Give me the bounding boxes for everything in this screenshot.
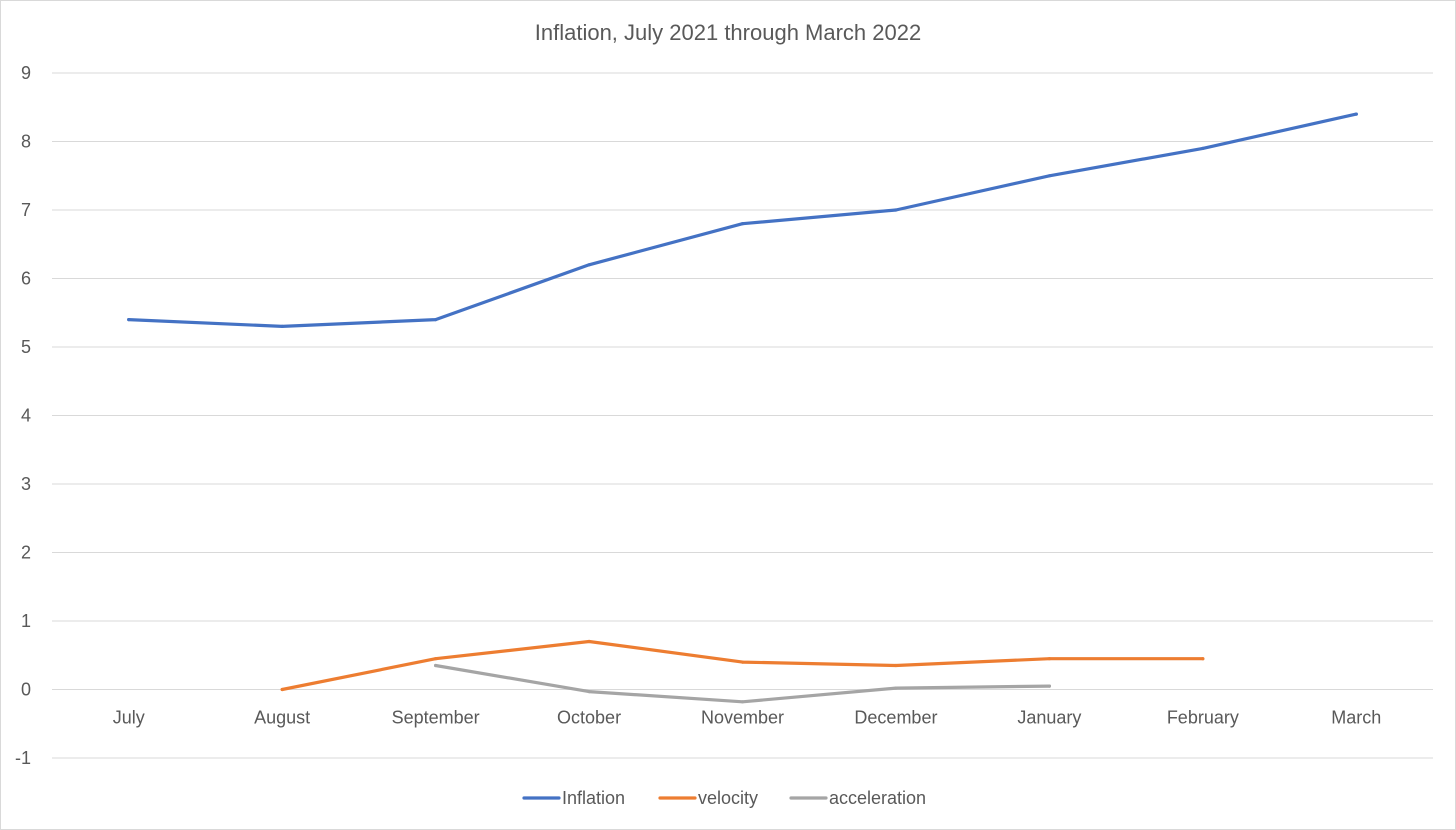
data-point-inflation [280, 324, 284, 328]
data-point-inflation [1354, 112, 1358, 116]
data-point-inflation [587, 263, 591, 267]
legend-item-inflation: Inflation [522, 788, 625, 808]
series-inflation [127, 112, 1358, 328]
data-point-acceleration [434, 663, 438, 668]
x-axis-ticks: July August September October November Decemb… [113, 708, 1382, 728]
data-point-velocity [740, 660, 745, 664]
data-point-velocity [587, 639, 591, 644]
chart-title: Inflation, July 2021 through March 2022 [535, 20, 921, 45]
data-point-inflation [434, 318, 438, 322]
series-line-acceleration [434, 663, 1052, 704]
series-velocity [280, 639, 1205, 692]
series-acceleration [434, 663, 1052, 704]
y-tick-label: 8 [21, 132, 31, 152]
y-tick-label: 9 [21, 63, 31, 83]
series-line-velocity [280, 639, 1205, 692]
x-tick-label: March [1331, 708, 1381, 728]
x-tick-label: September [392, 708, 480, 728]
data-point-velocity [1201, 657, 1205, 661]
legend: Inflation velocity acceleration [522, 788, 926, 808]
data-point-velocity [280, 687, 284, 692]
data-point-acceleration [1047, 684, 1051, 688]
legend-item-acceleration: acceleration [789, 788, 926, 808]
legend-label: Inflation [562, 788, 625, 808]
series-line-inflation [127, 112, 1358, 328]
data-point-acceleration [740, 700, 745, 704]
data-point-velocity [894, 663, 898, 668]
legend-label: acceleration [829, 788, 926, 808]
legend-label: velocity [698, 788, 758, 808]
data-point-inflation [1201, 146, 1205, 150]
x-tick-label: October [557, 708, 621, 728]
data-point-inflation [127, 318, 131, 322]
series-lines [127, 112, 1358, 704]
data-point-velocity [1047, 657, 1051, 661]
x-tick-label: February [1167, 708, 1239, 728]
y-axis-ticks: -1 0 1 2 3 4 5 6 7 8 9 [15, 63, 31, 768]
data-point-acceleration [587, 690, 591, 694]
data-point-velocity [434, 657, 438, 661]
x-tick-label: August [254, 708, 310, 728]
legend-item-velocity: velocity [658, 788, 758, 808]
data-point-inflation [1047, 174, 1051, 178]
y-tick-label: 1 [21, 611, 31, 631]
y-tick-label: 4 [21, 406, 31, 426]
data-point-acceleration [894, 686, 898, 690]
x-tick-label: January [1017, 708, 1081, 728]
data-point-inflation [740, 222, 745, 226]
data-point-inflation [894, 208, 898, 212]
y-tick-label: 3 [21, 474, 31, 494]
y-tick-label: 0 [21, 680, 31, 700]
gridlines [52, 72, 1433, 759]
y-tick-label: 6 [21, 269, 31, 289]
x-tick-label: July [113, 708, 145, 728]
y-tick-label: 2 [21, 543, 31, 563]
y-tick-label: 7 [21, 200, 31, 220]
x-tick-label: December [854, 708, 937, 728]
x-tick-label: November [701, 708, 784, 728]
y-tick-label: -1 [15, 748, 31, 768]
y-tick-label: 5 [21, 337, 31, 357]
